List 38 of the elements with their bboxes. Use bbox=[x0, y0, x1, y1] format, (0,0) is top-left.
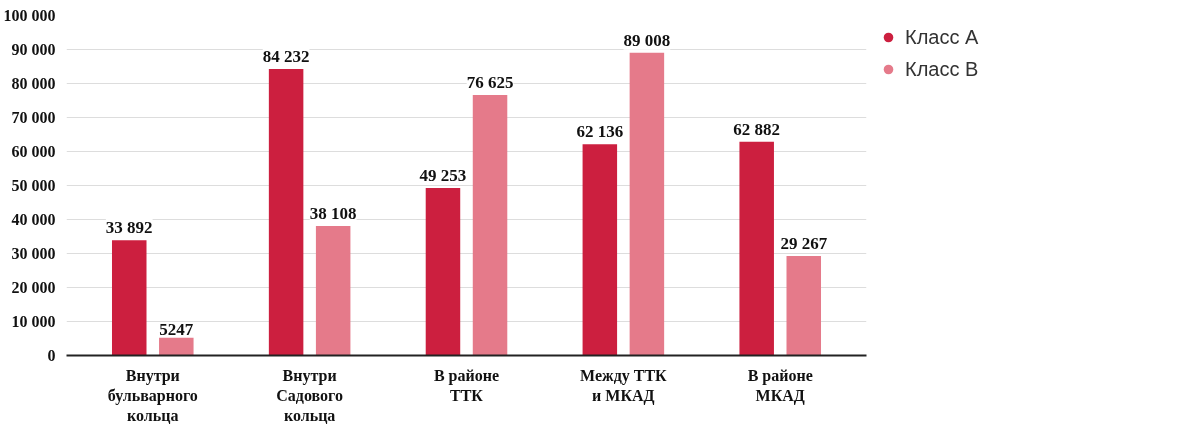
bar bbox=[268, 69, 304, 356]
y-tick-label: 80 000 bbox=[11, 75, 56, 92]
data-label: 29 267 bbox=[780, 233, 828, 253]
bar bbox=[739, 141, 774, 356]
y-tick-label: 40 000 bbox=[11, 211, 56, 228]
data-label: 76 625 bbox=[466, 72, 514, 92]
y-tick-label: 50 000 bbox=[11, 177, 56, 194]
y-tick-label: 20 000 bbox=[11, 279, 56, 296]
y-tick-label: 10 000 bbox=[11, 313, 56, 330]
bar bbox=[582, 144, 618, 356]
data-label: 89 008 bbox=[623, 30, 671, 50]
y-tick-label: 90 000 bbox=[11, 41, 56, 58]
x-tick-label: Внутри Садового кольца bbox=[276, 366, 343, 425]
y-tick-label: 60 000 bbox=[11, 143, 56, 160]
y-tick-label: 0 bbox=[47, 347, 56, 364]
x-tick-label: В районе ТТК bbox=[433, 366, 500, 404]
bar bbox=[425, 188, 461, 356]
y-tick-label: 100 000 bbox=[3, 7, 56, 24]
x-tick-label: Внутри бульварного кольца bbox=[107, 366, 198, 425]
data-label: 49 253 bbox=[419, 166, 467, 186]
data-label: 38 108 bbox=[309, 203, 357, 223]
data-label: 33 892 bbox=[105, 218, 153, 238]
legend-label: Класс А bbox=[905, 25, 979, 49]
bar bbox=[315, 225, 351, 356]
bar bbox=[786, 255, 822, 356]
data-label: 5247 bbox=[159, 319, 194, 339]
y-tick-label: 70 000 bbox=[11, 109, 56, 126]
legend-label: Класс В bbox=[905, 57, 979, 81]
bar bbox=[111, 240, 147, 356]
data-label: 62 136 bbox=[576, 122, 624, 142]
bar bbox=[472, 94, 508, 356]
y-tick-label: 30 000 bbox=[11, 245, 56, 262]
x-tick-label: В районе МКАД bbox=[747, 366, 813, 405]
data-label: 84 232 bbox=[262, 47, 310, 67]
data-label: 62 882 bbox=[733, 119, 781, 139]
bar bbox=[629, 52, 665, 356]
x-tick-label: Между ТТК и МКАД bbox=[580, 366, 668, 405]
bar bbox=[159, 337, 194, 356]
